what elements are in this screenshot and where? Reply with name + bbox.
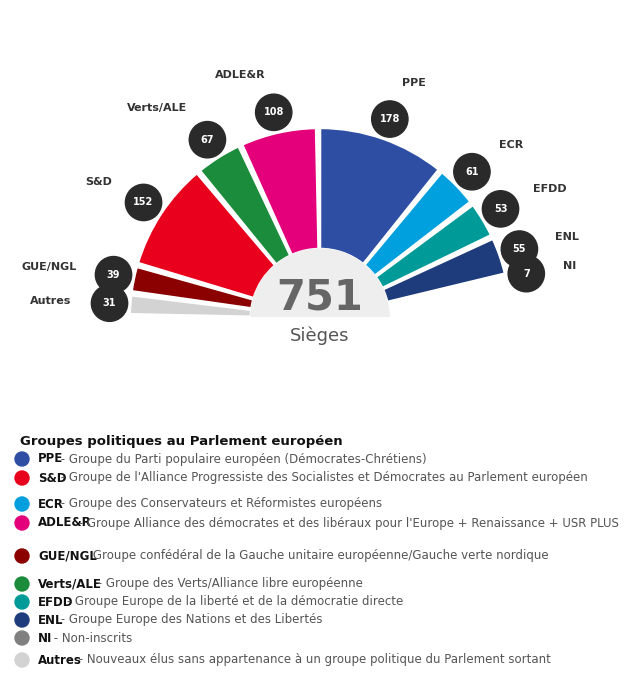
Text: Sièges: Sièges: [291, 326, 349, 344]
Circle shape: [15, 631, 29, 645]
Text: - Groupe Europe de la liberté et de la démocratie directe: - Groupe Europe de la liberté et de la d…: [63, 596, 403, 608]
Text: - Nouveaux élus sans appartenance à un groupe politique du Parlement sortant: - Nouveaux élus sans appartenance à un g…: [76, 654, 551, 666]
Text: GUE/NGL: GUE/NGL: [38, 550, 97, 563]
Text: ADLE&R: ADLE&R: [38, 517, 92, 529]
Text: S&D: S&D: [85, 176, 112, 187]
Text: PPE: PPE: [38, 452, 63, 466]
Circle shape: [255, 94, 292, 130]
Text: 61: 61: [465, 167, 479, 176]
Text: EFDD: EFDD: [38, 596, 74, 608]
Circle shape: [508, 256, 545, 292]
Circle shape: [15, 452, 29, 466]
Circle shape: [15, 497, 29, 511]
Wedge shape: [132, 267, 253, 309]
Text: Verts/ALE: Verts/ALE: [38, 578, 102, 591]
Text: Autres: Autres: [38, 654, 82, 666]
Wedge shape: [130, 295, 252, 316]
Wedge shape: [383, 239, 505, 302]
Text: Verts/ALE: Verts/ALE: [127, 102, 187, 113]
Text: 751: 751: [276, 276, 364, 318]
Text: 108: 108: [264, 107, 284, 118]
Circle shape: [15, 471, 29, 485]
Text: 53: 53: [493, 204, 508, 214]
Text: NI: NI: [563, 260, 577, 271]
Circle shape: [15, 595, 29, 609]
Bar: [61, 317, 579, 384]
Circle shape: [251, 249, 389, 387]
Text: 67: 67: [201, 134, 214, 145]
Wedge shape: [376, 205, 492, 288]
Text: 152: 152: [133, 197, 154, 207]
Text: 55: 55: [513, 244, 526, 254]
Circle shape: [15, 516, 29, 530]
Text: - Groupe Europe des Nations et des Libertés: - Groupe Europe des Nations et des Liber…: [56, 613, 322, 626]
Text: GUE/NGL: GUE/NGL: [21, 262, 76, 272]
Text: 39: 39: [107, 270, 120, 280]
Wedge shape: [147, 318, 493, 491]
Text: ECR: ECR: [38, 498, 64, 510]
Text: - Groupe confédéral de la Gauche unitaire européenne/Gauche verte nordique: - Groupe confédéral de la Gauche unitair…: [81, 550, 549, 563]
Text: - Groupe Alliance des démocrates et des libéraux pour l'Europe + Renaissance + U: - Groupe Alliance des démocrates et des …: [76, 517, 619, 529]
Text: ADLE&R: ADLE&R: [215, 70, 266, 80]
Circle shape: [15, 613, 29, 627]
Text: Groupes politiques au Parlement européen: Groupes politiques au Parlement européen: [20, 435, 342, 448]
Text: ENL: ENL: [556, 232, 579, 242]
Text: EFDD: EFDD: [533, 184, 566, 194]
Circle shape: [501, 231, 538, 267]
Wedge shape: [320, 128, 439, 264]
Text: ENL: ENL: [38, 613, 63, 626]
Text: NI: NI: [38, 631, 52, 645]
Text: - Groupe des Conservateurs et Réformistes européens: - Groupe des Conservateurs et Réformiste…: [56, 498, 381, 510]
Text: Autres: Autres: [30, 295, 72, 305]
Circle shape: [454, 153, 490, 190]
Text: - Groupe de l'Alliance Progressiste des Socialistes et Démocrates au Parlement e: - Groupe de l'Alliance Progressiste des …: [56, 472, 588, 484]
Text: PPE: PPE: [403, 78, 426, 88]
Wedge shape: [242, 128, 319, 255]
Circle shape: [483, 190, 518, 227]
Circle shape: [372, 101, 408, 137]
Wedge shape: [364, 172, 470, 276]
Circle shape: [95, 256, 132, 293]
Circle shape: [125, 184, 162, 220]
Wedge shape: [138, 173, 275, 298]
Wedge shape: [388, 277, 506, 304]
Circle shape: [92, 285, 127, 321]
Text: 178: 178: [380, 114, 400, 124]
Circle shape: [15, 577, 29, 591]
Text: - Non-inscrits: - Non-inscrits: [51, 631, 132, 645]
Text: ECR: ECR: [499, 140, 524, 150]
Wedge shape: [200, 146, 291, 265]
Text: - Groupe du Parti populaire européen (Démocrates-Chrétiens): - Groupe du Parti populaire européen (Dé…: [56, 452, 426, 466]
Text: 7: 7: [523, 269, 530, 279]
Text: S&D: S&D: [38, 472, 67, 484]
Circle shape: [189, 122, 225, 158]
Circle shape: [15, 549, 29, 563]
Text: 31: 31: [103, 298, 116, 308]
Text: - Groupe des Verts/Alliance libre européenne: - Groupe des Verts/Alliance libre europé…: [94, 578, 363, 591]
Circle shape: [15, 653, 29, 667]
